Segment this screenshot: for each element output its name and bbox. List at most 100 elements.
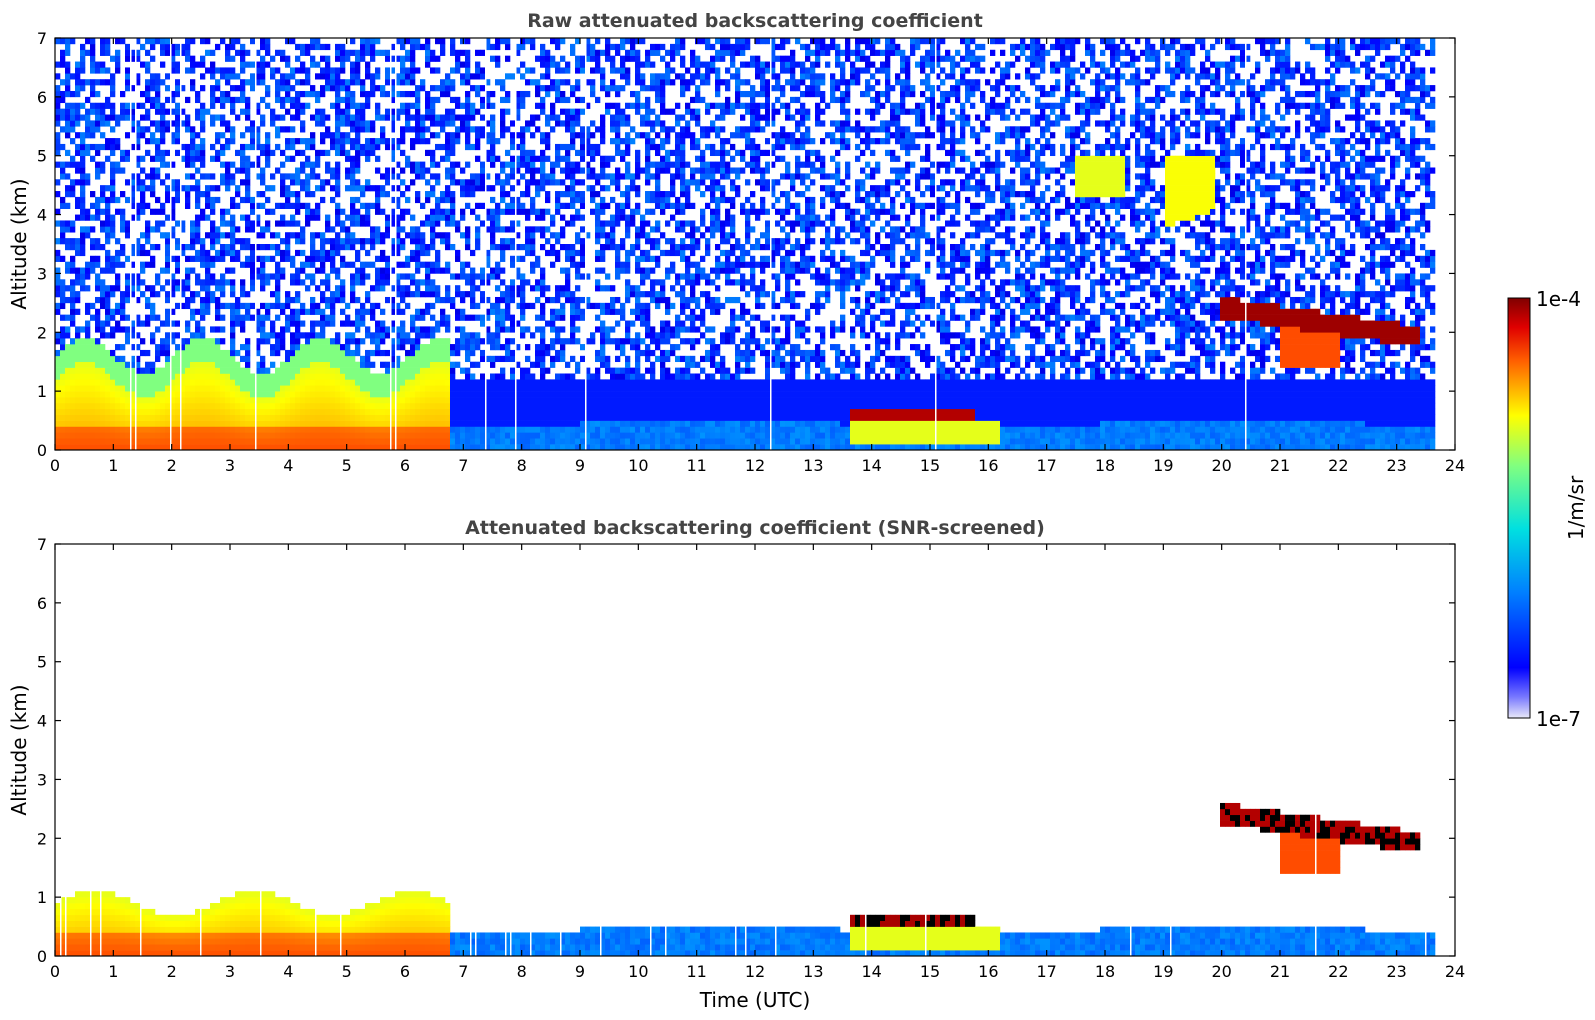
heatmap-cell bbox=[465, 120, 471, 127]
heatmap-cell bbox=[530, 155, 536, 162]
heatmap-cell bbox=[530, 120, 536, 127]
heatmap-cell bbox=[195, 220, 201, 227]
heatmap-cell bbox=[95, 373, 101, 380]
heatmap-cell bbox=[165, 196, 171, 204]
heatmap-cell bbox=[80, 279, 86, 286]
heatmap-cell bbox=[385, 138, 391, 145]
heatmap-cell bbox=[105, 67, 111, 74]
heatmap-cell bbox=[230, 38, 236, 45]
heatmap-cell bbox=[190, 444, 196, 450]
heatmap-cell bbox=[495, 79, 501, 86]
heatmap-cell bbox=[310, 114, 316, 121]
heatmap-cell bbox=[380, 273, 386, 280]
heatmap-cell bbox=[150, 226, 156, 233]
heatmap-cell bbox=[210, 326, 216, 333]
heatmap-cell bbox=[210, 426, 216, 433]
heatmap-cell bbox=[280, 173, 286, 180]
heatmap-cell bbox=[410, 61, 416, 68]
heatmap-cell bbox=[310, 308, 316, 315]
heatmap-cell bbox=[495, 420, 501, 427]
heatmap-cell bbox=[360, 379, 366, 386]
heatmap-cell bbox=[300, 126, 306, 133]
heatmap-cell bbox=[420, 385, 426, 392]
heatmap-cell bbox=[335, 49, 341, 56]
heatmap-cell bbox=[245, 191, 251, 198]
heatmap-cell bbox=[305, 402, 311, 410]
heatmap-cell bbox=[200, 143, 206, 151]
heatmap-cell bbox=[570, 143, 576, 151]
heatmap-cell bbox=[205, 49, 211, 56]
heatmap-cell bbox=[125, 391, 131, 398]
heatmap-cell bbox=[315, 432, 321, 439]
heatmap-cell bbox=[260, 355, 266, 363]
heatmap-cell bbox=[280, 191, 286, 198]
heatmap-cell bbox=[285, 420, 291, 427]
heatmap-cell bbox=[130, 196, 136, 204]
heatmap-cell bbox=[510, 196, 516, 204]
heatmap-cell bbox=[370, 126, 376, 133]
heatmap-cell bbox=[200, 173, 206, 180]
heatmap-cell bbox=[430, 444, 436, 450]
heatmap-cell bbox=[355, 391, 361, 398]
heatmap-cell bbox=[215, 149, 221, 157]
heatmap-cell bbox=[410, 361, 416, 368]
heatmap-cell bbox=[470, 296, 476, 304]
heatmap-cell bbox=[300, 108, 306, 115]
heatmap-cell bbox=[290, 214, 296, 221]
heatmap-cell bbox=[595, 279, 601, 286]
heatmap-cell bbox=[370, 43, 376, 51]
heatmap-cell bbox=[90, 397, 96, 404]
heatmap-cell bbox=[175, 90, 181, 98]
heatmap-cell bbox=[290, 73, 296, 80]
heatmap-cell bbox=[120, 326, 126, 333]
heatmap-cell bbox=[480, 426, 486, 433]
heatmap-cell bbox=[275, 414, 281, 421]
heatmap-cell bbox=[585, 55, 591, 62]
heatmap-cell bbox=[85, 367, 91, 374]
heatmap-cell bbox=[400, 38, 406, 45]
heatmap-cell bbox=[180, 379, 186, 386]
heatmap-cell bbox=[140, 244, 146, 251]
heatmap-cell bbox=[245, 344, 251, 351]
heatmap-cell bbox=[315, 444, 321, 450]
heatmap-cell bbox=[225, 90, 231, 98]
heatmap-cell bbox=[420, 361, 426, 368]
heatmap-cell bbox=[565, 155, 571, 162]
heatmap-cell bbox=[350, 332, 356, 339]
heatmap-cell bbox=[590, 420, 596, 427]
heatmap-cell bbox=[420, 379, 426, 386]
heatmap-cell bbox=[535, 226, 541, 233]
heatmap-cell bbox=[330, 226, 336, 233]
heatmap-cell bbox=[470, 379, 476, 386]
heatmap-cell bbox=[335, 361, 341, 368]
heatmap-cell bbox=[195, 149, 201, 157]
heatmap-cell bbox=[515, 438, 521, 445]
heatmap-cell bbox=[430, 114, 436, 121]
heatmap-cell bbox=[340, 120, 346, 127]
heatmap-cell bbox=[270, 273, 276, 280]
heatmap-cell bbox=[70, 108, 76, 115]
heatmap-cell bbox=[480, 114, 486, 121]
heatmap-cell bbox=[180, 279, 186, 286]
heatmap-cell bbox=[230, 196, 236, 204]
heatmap-cell bbox=[440, 438, 446, 445]
heatmap-cell bbox=[360, 143, 366, 151]
heatmap-cell bbox=[520, 420, 526, 427]
heatmap-cell bbox=[485, 96, 491, 104]
heatmap-cell bbox=[110, 397, 116, 404]
heatmap-cell bbox=[410, 38, 416, 45]
heatmap-cell bbox=[215, 385, 221, 392]
heatmap-cell bbox=[165, 238, 171, 245]
heatmap-cell bbox=[185, 344, 191, 351]
heatmap-cell bbox=[410, 402, 416, 410]
heatmap-cell bbox=[505, 426, 511, 433]
heatmap-cell bbox=[290, 143, 296, 151]
heatmap-cell bbox=[545, 385, 551, 392]
heatmap-cell bbox=[80, 273, 86, 280]
heatmap-cell bbox=[65, 385, 71, 392]
heatmap-cell bbox=[360, 385, 366, 392]
heatmap-cell bbox=[200, 108, 206, 115]
heatmap-cell bbox=[520, 402, 526, 410]
heatmap-cell bbox=[240, 391, 246, 398]
heatmap-cell bbox=[305, 391, 311, 398]
